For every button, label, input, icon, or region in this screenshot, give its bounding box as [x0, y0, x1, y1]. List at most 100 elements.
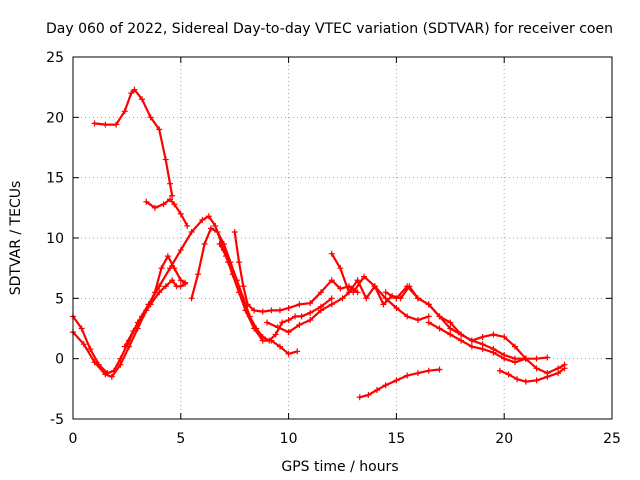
- data-point: [156, 289, 163, 296]
- data-point: [414, 317, 421, 324]
- data-point: [108, 373, 115, 380]
- data-point: [307, 317, 314, 324]
- data-point: [102, 371, 109, 378]
- data-point: [91, 359, 98, 366]
- data-point: [80, 341, 87, 348]
- data-point: [158, 265, 165, 272]
- data-point: [216, 241, 223, 248]
- data-point: [143, 198, 150, 205]
- data-point: [458, 337, 465, 344]
- data-point: [169, 277, 176, 284]
- data-point: [404, 283, 411, 290]
- data-point: [328, 301, 335, 308]
- data-point: [522, 355, 529, 362]
- data-point: [264, 319, 271, 326]
- data-point: [162, 283, 169, 290]
- data-point: [274, 324, 281, 331]
- data-point: [130, 327, 137, 334]
- data-point: [91, 120, 98, 127]
- data-point: [393, 295, 400, 302]
- data-point: [121, 343, 128, 350]
- data-point: [169, 192, 176, 199]
- y-tick-label: 0: [55, 352, 64, 368]
- data-point: [268, 307, 275, 314]
- chart-title: Day 060 of 2022, Sidereal Day-to-day VTE…: [46, 21, 613, 37]
- data-point: [354, 277, 361, 284]
- data-point: [294, 348, 301, 355]
- data-point: [117, 361, 124, 368]
- y-tick-label: 25: [46, 50, 64, 66]
- data-point: [177, 247, 184, 254]
- series-line: [427, 321, 527, 364]
- series-line: [218, 242, 299, 355]
- series-line: [358, 368, 441, 399]
- data-point: [160, 201, 167, 208]
- data-point: [533, 365, 540, 372]
- data-point: [393, 377, 400, 384]
- data-point: [328, 250, 335, 257]
- y-tick-label: 10: [46, 231, 64, 247]
- data-point: [212, 222, 219, 229]
- data-point: [171, 201, 178, 208]
- data-point: [479, 333, 486, 340]
- x-axis-label: GPS time / hours: [281, 459, 398, 475]
- data-point: [199, 216, 206, 223]
- data-point: [555, 370, 562, 377]
- data-point: [339, 295, 346, 302]
- data-point: [425, 301, 432, 308]
- data-point: [356, 394, 363, 401]
- data-point: [296, 301, 303, 308]
- data-point: [177, 277, 184, 284]
- data-point: [138, 313, 145, 320]
- data-point: [121, 108, 128, 115]
- data-point: [328, 277, 335, 284]
- data-point: [259, 308, 266, 315]
- data-point: [87, 346, 94, 353]
- data-point: [544, 373, 551, 380]
- data-point: [479, 346, 486, 353]
- series-arc-10: [328, 250, 551, 362]
- data-point: [156, 126, 163, 133]
- series-arc-4: [70, 253, 189, 380]
- data-point: [425, 319, 432, 326]
- data-point: [128, 90, 135, 97]
- data-point: [447, 325, 454, 332]
- data-point: [184, 222, 191, 229]
- x-tick-label: 15: [387, 431, 405, 447]
- data-point: [505, 371, 512, 378]
- data-point: [285, 350, 292, 357]
- data-point: [285, 317, 292, 324]
- data-point: [522, 378, 529, 385]
- data-point: [268, 337, 275, 344]
- data-point: [544, 354, 551, 361]
- data-point: [151, 204, 158, 211]
- data-point: [436, 313, 443, 320]
- series-line: [190, 227, 333, 342]
- data-point: [380, 301, 387, 308]
- x-tick-label: 5: [176, 431, 185, 447]
- data-point: [229, 271, 236, 278]
- series-arc-12: [382, 283, 568, 377]
- data-point: [240, 283, 247, 290]
- data-point: [236, 259, 243, 266]
- data-point: [296, 321, 303, 328]
- data-point: [188, 295, 195, 302]
- x-tick-label: 10: [280, 431, 298, 447]
- series-arc-high-morning: [91, 86, 176, 199]
- data-point: [307, 300, 314, 307]
- data-point: [496, 367, 503, 374]
- data-point: [414, 370, 421, 377]
- series-line: [233, 230, 359, 313]
- series-arc-13: [425, 319, 529, 366]
- data-point: [436, 325, 443, 332]
- data-point: [533, 355, 540, 362]
- data-point: [317, 289, 324, 296]
- y-tick-label: 15: [46, 171, 64, 187]
- series-line: [93, 88, 174, 197]
- y-tick-label: 20: [46, 110, 64, 126]
- data-point: [167, 180, 174, 187]
- data-point: [447, 319, 454, 326]
- series-group: [70, 86, 568, 401]
- data-point: [468, 343, 475, 350]
